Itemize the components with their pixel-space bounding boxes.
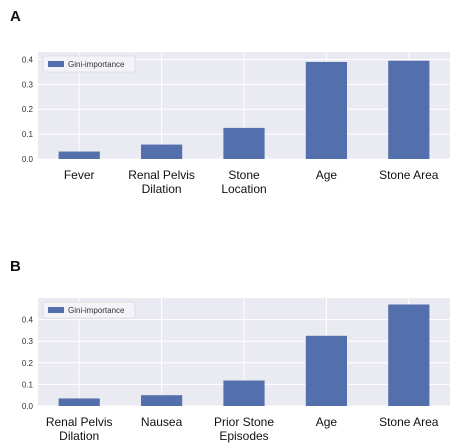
chart-a-category-label: Stone — [228, 168, 260, 182]
chart-b-bar — [388, 304, 430, 406]
chart-b-bar — [223, 380, 265, 406]
chart-a-bar — [58, 151, 100, 159]
chart-b-ytick-label: 0.3 — [22, 337, 34, 346]
chart-b-category-label: Nausea — [141, 415, 183, 429]
chart-a-ytick-label: 0.4 — [22, 55, 34, 64]
chart-a-ytick-label: 0.1 — [22, 130, 34, 139]
chart-a-legend-label: Gini-importance — [68, 60, 125, 69]
chart-b-category-label: Age — [316, 415, 338, 429]
chart-a-ytick-label: 0.3 — [22, 80, 34, 89]
chart-a-bar — [223, 127, 265, 159]
chart-b-bar — [305, 335, 347, 406]
chart-a-category-label: Dilation — [142, 182, 182, 196]
panel-label-b: B — [10, 258, 21, 275]
chart-a-legend-box — [42, 55, 136, 73]
chart-a-bar — [305, 61, 347, 159]
chart-b-category-label: Prior Stone — [214, 415, 274, 429]
chart-b-legend-box — [42, 301, 136, 319]
chart-b-category-label: Dilation — [59, 429, 99, 443]
chart-a-legend-swatch — [48, 61, 64, 67]
chart-a-ytick-label: 0.0 — [22, 155, 34, 164]
chart-a-category-label: Location — [221, 182, 266, 196]
chart-b-ytick-label: 0.1 — [22, 380, 34, 389]
chart-a-bar — [141, 144, 183, 159]
chart-b-ytick-label: 0.4 — [22, 316, 34, 325]
chart-a-category-label: Age — [316, 168, 338, 182]
chart-b-bar — [141, 395, 183, 406]
chart-b-legend-swatch — [48, 307, 64, 313]
chart-b-bar — [58, 398, 100, 406]
chart-b-ytick-label: 0.0 — [22, 402, 34, 411]
chart-a-category-label: Stone Area — [379, 168, 439, 182]
chart-b-category-label: Renal Pelvis — [46, 415, 113, 429]
panel-label-a: A — [10, 8, 21, 25]
chart-a-bar — [388, 60, 430, 159]
chart-a-category-label: Fever — [64, 168, 95, 182]
chart-a-category-label: Renal Pelvis — [128, 168, 195, 182]
chart-b-ytick-label: 0.2 — [22, 359, 34, 368]
chart-b-legend-label: Gini-importance — [68, 306, 125, 315]
chart-b-category-label: Stone Area — [379, 415, 439, 429]
chart-b-category-label: Episodes — [219, 429, 268, 443]
chart-a-ytick-label: 0.2 — [22, 105, 34, 114]
